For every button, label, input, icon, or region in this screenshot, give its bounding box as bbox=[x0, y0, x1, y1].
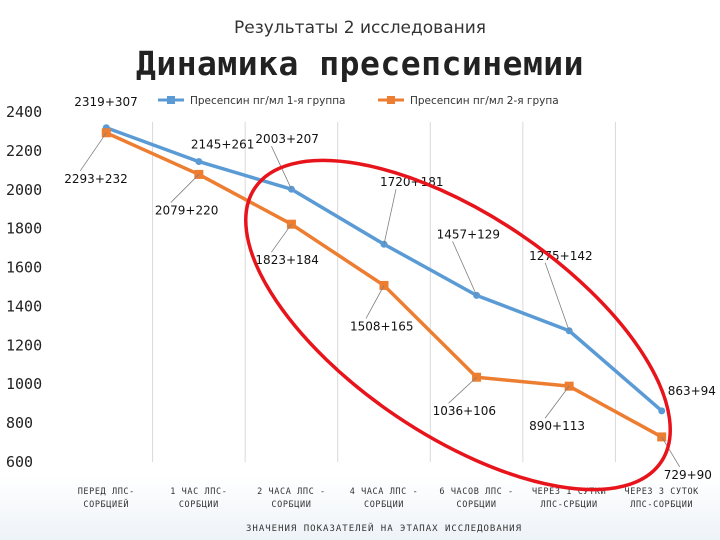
x-category-label: СОРБЦИИ bbox=[179, 500, 219, 510]
data-label: 890+113 bbox=[529, 419, 585, 433]
leader-line bbox=[448, 376, 477, 404]
leader-line bbox=[661, 436, 681, 468]
legend-marker bbox=[387, 96, 395, 104]
leader-line bbox=[271, 223, 292, 253]
data-label: 729+90 bbox=[664, 468, 712, 482]
y-tick-label: 600 bbox=[6, 453, 33, 471]
data-label: 2079+220 bbox=[155, 203, 219, 217]
y-tick-label: 1000 bbox=[6, 375, 42, 393]
data-label: 1275+142 bbox=[529, 249, 593, 263]
leader-line bbox=[452, 241, 477, 296]
x-axis-title: ЗНАЧЕНИЯ ПОКАЗАТЕЛЕЙ НА ЭТАПАХ ИССЛЕДОВА… bbox=[246, 522, 522, 534]
data-point-group1 bbox=[195, 158, 203, 166]
x-category-label: 2 ЧАСА ЛПС - bbox=[257, 487, 326, 497]
y-tick-label: 800 bbox=[6, 414, 33, 432]
leader-line bbox=[544, 262, 570, 331]
leader-line bbox=[365, 285, 385, 319]
x-category-label: СОРБЦИИ bbox=[271, 500, 311, 510]
data-label: 1036+106 bbox=[433, 404, 497, 418]
y-tick-label: 1600 bbox=[6, 259, 42, 277]
legend-label: Пресепсин пг/мл 1-я группа bbox=[190, 95, 346, 107]
y-tick-label: 1200 bbox=[6, 336, 42, 354]
x-category-label: ЧЕРЕЗ 3 СУТОК bbox=[625, 487, 700, 497]
x-category-label: 6 ЧАСОВ ЛПС - bbox=[439, 487, 513, 497]
x-category-label: СОРБЦИИ bbox=[457, 500, 497, 510]
data-label: 2293+232 bbox=[64, 172, 128, 186]
data-label: 2003+207 bbox=[255, 132, 319, 146]
x-category-label: 4 ЧАСА ЛПС - bbox=[350, 487, 419, 497]
x-category-label: СОРБЦИЕЙ bbox=[83, 498, 129, 510]
slide-subtitle: Результаты 2 исследования bbox=[233, 18, 486, 38]
x-category-label: ЛПС-СРБЦИИ bbox=[541, 500, 598, 510]
x-category-label: ЧЕРЕЗ 1 СУТКИ bbox=[532, 487, 606, 497]
y-tick-label: 2000 bbox=[6, 181, 42, 199]
leader-line bbox=[170, 174, 200, 203]
leader-line bbox=[79, 132, 107, 172]
y-tick-label: 1800 bbox=[6, 220, 42, 238]
data-label: 1823+184 bbox=[255, 253, 319, 267]
data-label: 863+94 bbox=[668, 384, 716, 398]
x-category-label: ЛПС-СОРБЦИИ bbox=[630, 500, 693, 510]
data-label: 1508+165 bbox=[350, 319, 414, 333]
y-tick-label: 2200 bbox=[6, 142, 42, 160]
data-point-group1 bbox=[658, 407, 666, 415]
slide-title: Динамика пресепсинемии bbox=[135, 44, 585, 83]
leader-line bbox=[544, 385, 570, 419]
x-category-label: 1 ЧАС ЛПС- bbox=[170, 487, 227, 497]
x-category-label: СОРБЦИИ bbox=[364, 500, 404, 510]
y-tick-label: 2400 bbox=[6, 103, 42, 121]
legend-marker bbox=[167, 96, 175, 104]
leader-line bbox=[383, 189, 397, 245]
highlight-ellipse bbox=[244, 158, 672, 492]
data-label: 2145+261 bbox=[191, 138, 255, 152]
data-label: 2319+307 bbox=[74, 95, 137, 109]
legend-label: Пресепсин пг/мл 2-я група bbox=[410, 95, 559, 107]
x-category-label: ПЕРЕД ЛПС- bbox=[78, 487, 135, 497]
data-label: 1457+129 bbox=[437, 227, 501, 241]
y-tick-label: 1400 bbox=[6, 297, 42, 315]
